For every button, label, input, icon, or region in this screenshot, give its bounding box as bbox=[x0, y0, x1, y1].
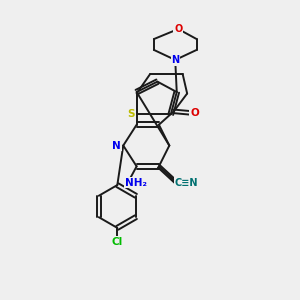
Text: Cl: Cl bbox=[112, 237, 123, 247]
Text: O: O bbox=[174, 24, 182, 34]
Text: O: O bbox=[190, 108, 199, 118]
Text: N: N bbox=[171, 55, 179, 65]
Text: S: S bbox=[128, 109, 135, 119]
Text: N: N bbox=[112, 140, 121, 151]
Text: NH₂: NH₂ bbox=[125, 178, 147, 188]
Text: C≡N: C≡N bbox=[175, 178, 198, 188]
